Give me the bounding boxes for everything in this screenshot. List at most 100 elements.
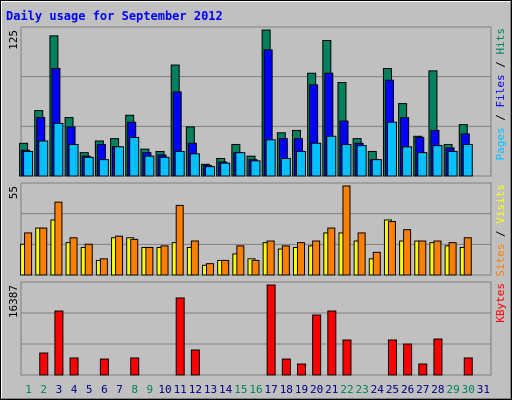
- x-tick-label: 24: [371, 383, 385, 396]
- bar: [418, 240, 427, 276]
- bar: [69, 357, 79, 376]
- bar: [296, 363, 306, 376]
- bar: [403, 343, 413, 376]
- bar: [327, 227, 336, 276]
- bar: [312, 314, 322, 376]
- x-tick-label: 17: [265, 383, 278, 396]
- x-tick-label: 19: [295, 383, 308, 396]
- bar: [145, 246, 154, 276]
- bar: [129, 136, 140, 177]
- bar: [251, 259, 260, 276]
- legend-entry: KBytes: [494, 283, 507, 323]
- bar: [357, 232, 366, 276]
- x-tick-label: 10: [158, 383, 171, 396]
- bar: [84, 243, 93, 276]
- legend-separator: /: [494, 108, 507, 128]
- legend: KBytes: [494, 283, 507, 323]
- bar: [326, 135, 337, 177]
- x-tick-label: 21: [325, 383, 338, 396]
- panel: [20, 281, 492, 376]
- x-tick-label: 3: [56, 383, 63, 396]
- bar: [98, 159, 109, 177]
- bar: [250, 160, 261, 177]
- bar: [144, 155, 155, 177]
- bar: [312, 240, 321, 276]
- bar: [296, 242, 305, 276]
- bar: [403, 229, 412, 276]
- bar: [372, 251, 381, 276]
- bar: [206, 263, 215, 276]
- bar: [175, 204, 184, 276]
- bar: [341, 143, 352, 177]
- bar: [463, 357, 473, 376]
- bar: [130, 238, 139, 276]
- bar: [99, 258, 108, 276]
- bar: [462, 143, 473, 177]
- bar: [190, 349, 200, 376]
- bar: [130, 357, 140, 376]
- bar: [356, 145, 367, 177]
- chart-title: Daily usage for September 2012: [6, 9, 223, 23]
- x-tick-label: 28: [431, 383, 444, 396]
- x-tick-label: 1: [25, 383, 32, 396]
- bar: [295, 150, 306, 177]
- x-tick-label: 22: [340, 383, 353, 396]
- x-tick-label: 11: [174, 383, 187, 396]
- bar: [342, 185, 351, 276]
- legend-separator: /: [494, 55, 507, 75]
- bar: [24, 232, 33, 276]
- bar: [174, 150, 185, 177]
- bar: [281, 245, 290, 276]
- bar: [115, 235, 124, 276]
- bar: [327, 310, 337, 376]
- bar: [265, 139, 276, 177]
- bar: [433, 338, 443, 376]
- bar: [386, 121, 397, 177]
- x-tick-label: 26: [401, 383, 414, 396]
- bar: [220, 162, 231, 177]
- legend-entry: Visits: [494, 184, 507, 224]
- bar: [38, 140, 49, 177]
- bar: [99, 358, 109, 376]
- legend-entry: Sites: [494, 244, 507, 277]
- x-tick-label: 30: [462, 383, 475, 396]
- bar: [387, 221, 396, 276]
- bar: [54, 310, 64, 376]
- legend-entry: Hits: [494, 28, 507, 55]
- x-tick-label: 5: [86, 383, 93, 396]
- bar: [448, 242, 457, 276]
- bar: [281, 358, 291, 376]
- legend-separator: /: [494, 224, 507, 244]
- bar: [432, 145, 443, 177]
- bar: [205, 166, 216, 177]
- bar: [463, 237, 472, 276]
- bar: [342, 339, 352, 376]
- legend: Sites / Visits: [494, 184, 507, 277]
- bar: [53, 122, 64, 177]
- x-tick-label: 9: [147, 383, 154, 396]
- bar: [447, 150, 458, 177]
- bar: [160, 245, 169, 276]
- bar: [189, 153, 200, 177]
- bar: [236, 245, 245, 276]
- x-tick-label: 31: [477, 383, 490, 396]
- legend-entry: Pages: [494, 127, 507, 160]
- bar: [190, 240, 199, 276]
- x-tick-label: 16: [249, 383, 262, 396]
- bar: [433, 240, 442, 276]
- x-tick-label: 20: [310, 383, 323, 396]
- x-tick-label: 27: [416, 383, 429, 396]
- bar: [402, 146, 413, 177]
- x-tick-label: 4: [71, 383, 78, 396]
- x-tick-label: 7: [116, 383, 123, 396]
- x-tick-label: 29: [446, 383, 459, 396]
- y-tick-label: 16387: [7, 285, 20, 318]
- x-tick-label: 23: [356, 383, 369, 396]
- bar: [39, 227, 48, 276]
- legend: Pages / Files / Hits: [494, 28, 507, 161]
- bar: [266, 240, 275, 276]
- bar: [235, 152, 246, 177]
